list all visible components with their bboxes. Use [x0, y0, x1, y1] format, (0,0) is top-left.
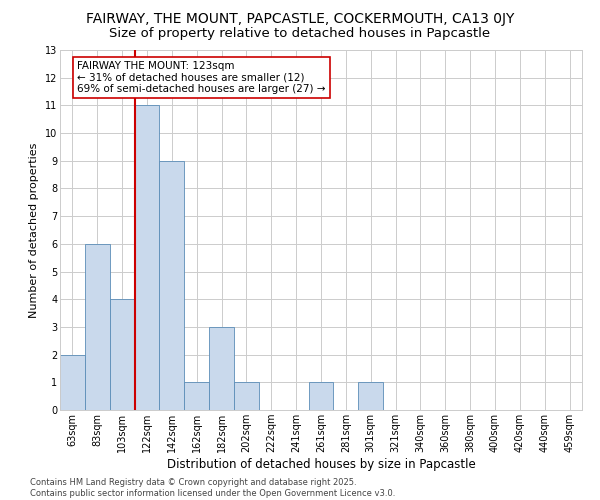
Bar [160, 161, 184, 410]
Bar [308, 382, 334, 410]
Bar [110, 299, 134, 410]
Bar [60, 354, 85, 410]
Text: FAIRWAY, THE MOUNT, PAPCASTLE, COCKERMOUTH, CA13 0JY: FAIRWAY, THE MOUNT, PAPCASTLE, COCKERMOU… [86, 12, 514, 26]
Bar [134, 106, 160, 410]
Bar [209, 327, 234, 410]
Bar [184, 382, 209, 410]
Bar [234, 382, 259, 410]
Bar [85, 244, 110, 410]
Text: Size of property relative to detached houses in Papcastle: Size of property relative to detached ho… [109, 28, 491, 40]
X-axis label: Distribution of detached houses by size in Papcastle: Distribution of detached houses by size … [167, 458, 475, 471]
Bar [358, 382, 383, 410]
Text: Contains HM Land Registry data © Crown copyright and database right 2025.
Contai: Contains HM Land Registry data © Crown c… [30, 478, 395, 498]
Text: FAIRWAY THE MOUNT: 123sqm
← 31% of detached houses are smaller (12)
69% of semi-: FAIRWAY THE MOUNT: 123sqm ← 31% of detac… [77, 61, 326, 94]
Y-axis label: Number of detached properties: Number of detached properties [29, 142, 39, 318]
